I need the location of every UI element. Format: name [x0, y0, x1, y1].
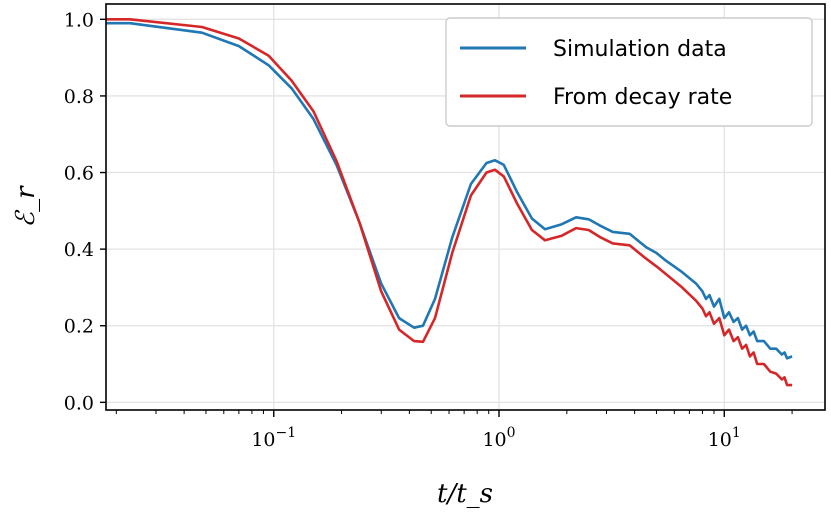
- series-lines: [106, 17, 793, 387]
- x-tick-label: 101: [708, 425, 741, 451]
- x-tick-label-base: 10: [708, 429, 732, 451]
- y-tick-label: 0.2: [64, 316, 94, 338]
- x-tick-labels: 10−1 100 101: [251, 425, 740, 451]
- y-tick-label: 0.0: [64, 392, 94, 414]
- x-axis-label-text: t/t_s: [437, 479, 493, 509]
- y-tick-labels: 0.0 0.2 0.4 0.6 0.8 1.0: [64, 9, 94, 414]
- x-tick-label-exponent: 1: [732, 425, 741, 441]
- y-axis-label-text: ℰ_r: [11, 185, 41, 228]
- legend-label-decay: From decay rate: [553, 85, 732, 110]
- legend: Simulation data From decay rate: [445, 17, 813, 127]
- y-tick-label: 0.6: [64, 163, 94, 185]
- x-tick-label-exponent: −1: [276, 425, 297, 441]
- y-tick-label: 0.4: [64, 239, 94, 261]
- series-line-simulation: [106, 21, 793, 360]
- y-tick-label: 1.0: [64, 9, 94, 31]
- x-tick-label: 10−1: [251, 425, 296, 451]
- y-axis-label: ℰ_r: [11, 185, 41, 228]
- legend-label-simulation: Simulation data: [553, 37, 727, 62]
- x-axis-label: t/t_s: [437, 479, 493, 509]
- legend-box: [445, 17, 813, 127]
- x-tick-label-base: 10: [251, 429, 275, 451]
- y-tick-label: 0.8: [64, 86, 94, 108]
- plot-frame: [105, 3, 826, 411]
- x-tick-label: 100: [482, 425, 515, 451]
- x-tick-label-exponent: 0: [507, 425, 516, 441]
- x-tick-label-base: 10: [482, 429, 506, 451]
- series-line-decay: [106, 17, 793, 387]
- axis-ticks: [100, 18, 793, 417]
